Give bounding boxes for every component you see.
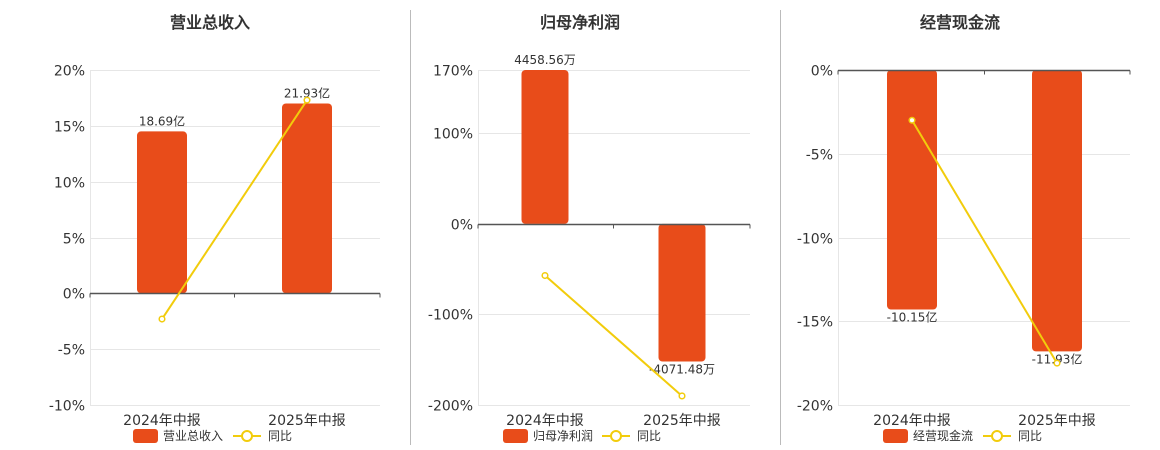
yoy-line [544,274,683,397]
y-tick-label: 0% [811,64,833,80]
bar [137,131,187,294]
yoy-point [303,96,311,104]
legend-bar-swatch [133,429,158,443]
bar-data-label: 18.69亿 [139,113,185,128]
bar-data-label: 21.93亿 [284,86,330,101]
yoy-line [911,119,1058,364]
x-tick-label: 2024年中报 [873,413,951,429]
y-tick-label: 10% [54,176,85,192]
yoy-line [161,99,308,320]
y-tick-label: -15% [797,315,833,331]
y-tick-label: -200% [428,399,473,415]
bar-data-label: -4071.48万 [649,363,715,377]
y-tick-label: 15% [54,120,85,136]
legend-bar-label: 营业总收入 [163,429,223,443]
legend-bar-swatch [883,429,908,443]
x-tick-label: 2025年中报 [1018,413,1096,429]
y-tick-label: 0% [63,287,85,303]
bar-data-label: -10.15亿 [887,310,938,325]
bar [1032,70,1082,352]
bar [521,70,569,224]
y-tick-label: 5% [63,232,85,248]
y-tick-label: -5% [58,343,85,359]
y-tick-label: -5% [806,148,833,164]
chart-title: 归母净利润 [540,13,620,32]
y-tick-label: -20% [797,399,833,415]
x-tick-label: 2025年中报 [268,413,346,429]
chart-title: 营业总收入 [170,13,250,32]
bar [658,223,706,362]
x-tick-label: 2025年中报 [643,413,721,429]
x-tick-label: 2024年中报 [506,413,584,429]
yoy-point [541,271,549,280]
bar-data-label: -11.93亿 [1032,351,1083,366]
y-tick-label: 0% [451,218,473,234]
legend-line-marker [241,430,253,442]
y-tick-label: -10% [797,232,833,248]
yoy-point [678,392,686,400]
y-tick-label: 20% [54,64,85,80]
legend-bar-label: 归母净利润 [533,429,593,443]
legend-line-label: 同比 [1018,429,1042,443]
legend-line-marker [610,430,622,442]
yoy-point [1053,359,1061,367]
bar-data-label: 4458.56万 [514,53,576,67]
legend-line-label: 同比 [268,429,292,443]
y-tick-label: 170% [433,64,473,80]
legend-line-label: 同比 [637,429,661,443]
yoy-point [908,116,916,124]
chart-title: 经营现金流 [920,13,1000,32]
legend-line-marker [991,430,1003,442]
legend-bar-swatch [503,429,528,443]
y-tick-label: -10% [49,399,85,415]
y-tick-label: 100% [433,127,473,143]
x-tick-label: 2024年中报 [123,413,201,429]
bar [282,103,332,294]
y-tick-label: -100% [428,308,473,324]
yoy-point [158,315,166,323]
legend-bar-label: 经营现金流 [913,428,973,443]
bar [887,70,937,310]
